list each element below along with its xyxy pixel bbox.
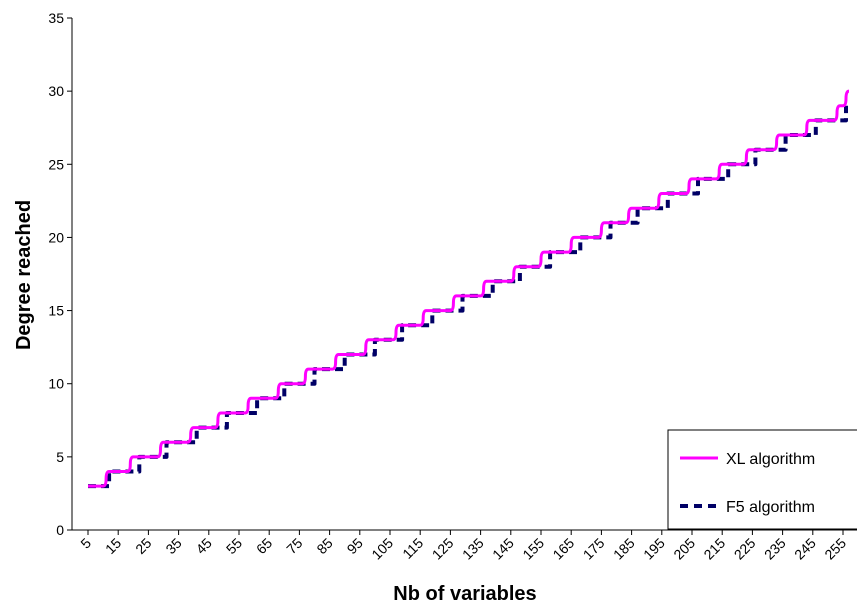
- x-tick-label: 175: [580, 535, 608, 563]
- x-tick-label: 235: [761, 535, 789, 563]
- x-tick-label: 215: [700, 535, 728, 563]
- x-tick-label: 5: [77, 535, 94, 552]
- x-tick-label: 155: [519, 535, 547, 563]
- y-tick-label: 0: [56, 522, 64, 538]
- x-tick-label: 15: [102, 535, 124, 557]
- x-tick-label: 225: [731, 535, 759, 563]
- y-ticks: 0 5 10 15 20 25 30 35: [48, 10, 72, 538]
- legend-label-xl: XL algorithm: [726, 451, 815, 468]
- x-tick-label: 65: [253, 535, 275, 557]
- x-tick-label: 35: [162, 535, 184, 557]
- x-tick-label: 195: [640, 535, 668, 563]
- x-tick-label: 105: [368, 535, 396, 563]
- x-tick-label: 95: [344, 535, 366, 557]
- legend-label-f5: F5 algorithm: [726, 499, 815, 516]
- x-tick-label: 45: [193, 535, 215, 557]
- x-tick-label: 85: [313, 535, 335, 557]
- y-tick-label: 25: [48, 156, 64, 172]
- legend-box: [667, 429, 857, 530]
- y-tick-label: 20: [48, 229, 64, 245]
- x-tick-label: 25: [132, 535, 154, 557]
- y-tick-label: 15: [48, 303, 64, 319]
- x-axis-title: Nb of variables: [393, 583, 536, 605]
- x-tick-label: 115: [399, 535, 426, 562]
- x-tick-label: 135: [459, 535, 487, 563]
- x-tick-label: 75: [283, 535, 305, 557]
- legend: XL algorithm F5 algorithm: [667, 429, 857, 530]
- x-tick-label: 165: [549, 535, 577, 563]
- series-xl-algorithm-line: [88, 89, 850, 488]
- series-layer: [88, 89, 850, 489]
- x-tick-label: 185: [610, 535, 638, 563]
- x-tick-label: 255: [821, 535, 849, 563]
- x-tick-label: 245: [791, 535, 819, 563]
- x-tick-label: 145: [489, 535, 517, 563]
- x-tick-label: 125: [429, 535, 457, 563]
- y-tick-label: 10: [48, 376, 64, 392]
- y-tick-label: 35: [48, 10, 64, 26]
- x-tick-label: 55: [223, 535, 245, 557]
- y-tick-label: 30: [48, 83, 64, 99]
- x-ticks: 5 15 25 35 45 55 65 75 85 95 105 115 125 135 145 155 165…: [77, 530, 849, 563]
- x-tick-label: 205: [670, 535, 698, 563]
- y-axis-title: Degree reached: [13, 200, 35, 350]
- y-tick-label: 5: [56, 449, 64, 465]
